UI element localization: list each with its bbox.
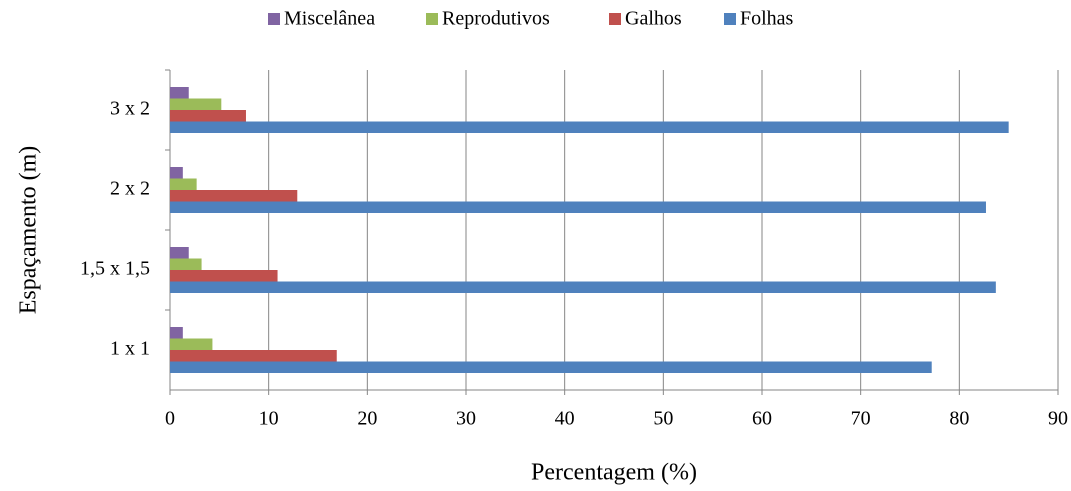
bar (170, 178, 197, 190)
bar (170, 87, 189, 99)
x-tick-label: 30 (456, 408, 476, 430)
x-tick-label: 50 (653, 408, 673, 430)
legend-swatch (609, 13, 621, 25)
x-tick-label: 80 (949, 408, 969, 430)
legend-swatch (724, 13, 736, 25)
x-tick-label: 90 (1048, 408, 1068, 430)
bar (170, 201, 986, 213)
legend-label: Folhas (740, 8, 794, 30)
bar (170, 167, 183, 179)
y-tick-label: 3 x 2 (110, 98, 150, 120)
bar (170, 190, 298, 202)
legend-label: Galhos (625, 8, 682, 30)
x-tick-label: 70 (851, 408, 871, 430)
x-tick-label: 0 (165, 408, 175, 430)
bar (170, 361, 932, 373)
bar (170, 258, 202, 270)
y-tick-label: 2 x 2 (110, 178, 150, 200)
legend-swatch (268, 13, 280, 25)
bar (170, 270, 278, 282)
y-tick-label: 1 x 1 (110, 338, 150, 360)
bar (170, 110, 246, 122)
legend-label: Miscelânea (284, 8, 375, 30)
bar (170, 281, 996, 293)
x-tick-label: 60 (752, 408, 772, 430)
y-axis-title: Espaçamento (m) (16, 146, 42, 315)
bar (170, 121, 1009, 133)
legend-swatch (426, 13, 438, 25)
bar (170, 98, 222, 110)
bar (170, 247, 189, 259)
x-tick-label: 20 (357, 408, 377, 430)
x-tick-label: 10 (259, 408, 279, 430)
y-tick-label: 1,5 x 1,5 (80, 258, 150, 280)
bar (170, 327, 183, 339)
bar (170, 338, 213, 350)
legend-label: Reprodutivos (442, 8, 550, 30)
x-tick-label: 40 (555, 408, 575, 430)
x-axis-title: Percentagem (%) (531, 460, 697, 486)
bar (170, 350, 337, 362)
